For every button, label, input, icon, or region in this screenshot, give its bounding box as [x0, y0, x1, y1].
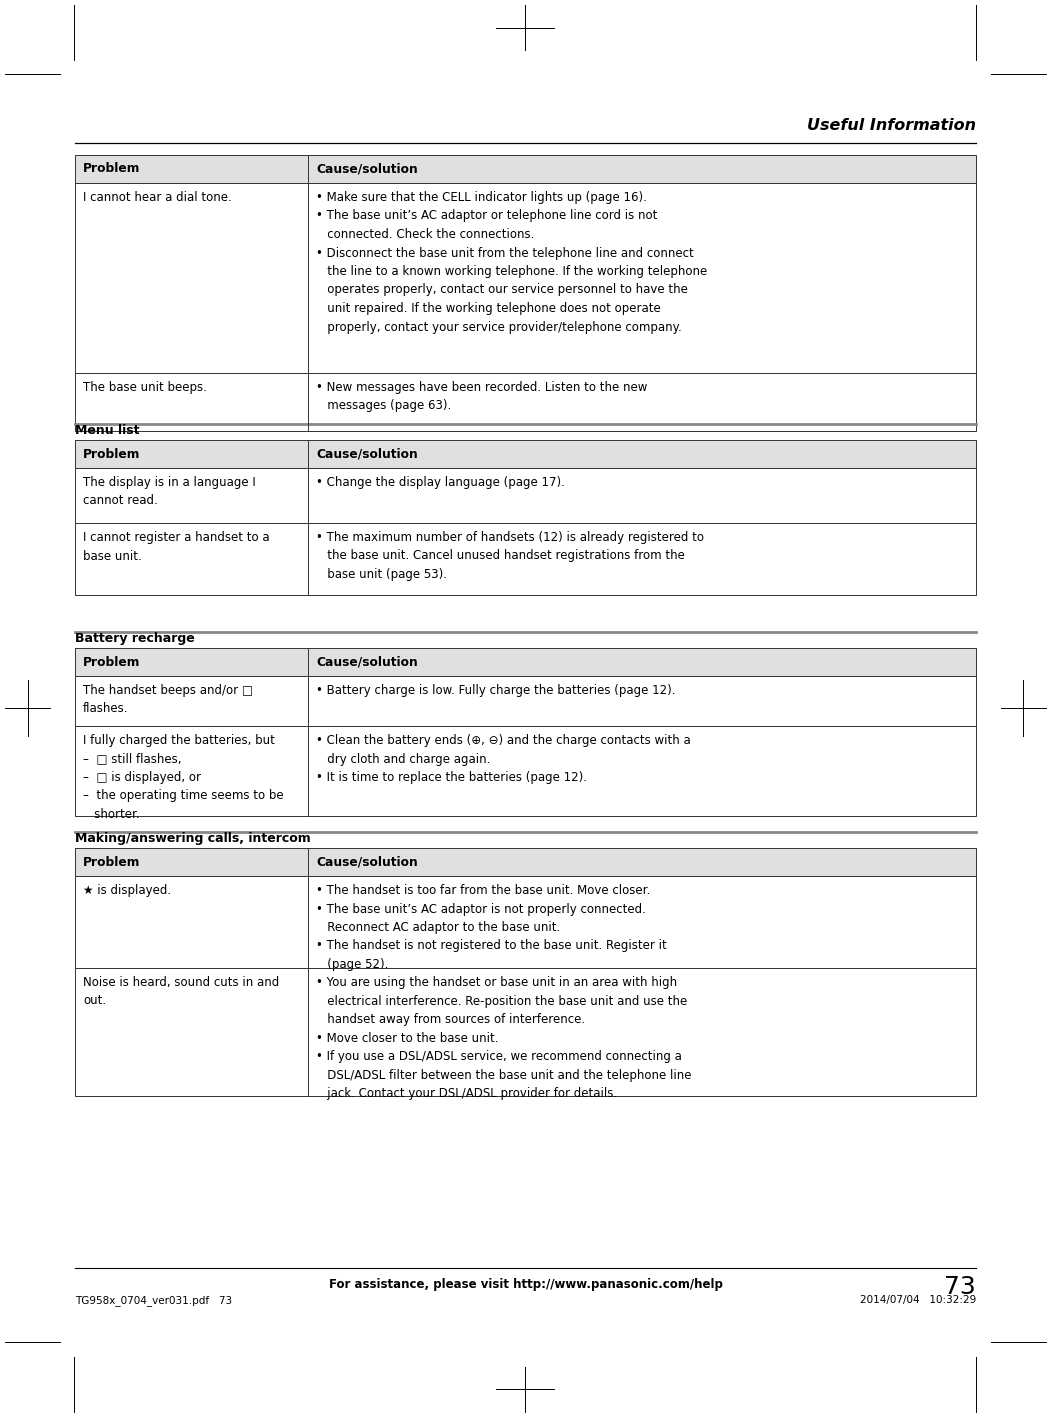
Bar	[75, 726, 976, 816]
Text: For assistance, please visit http://www.panasonic.com/help: For assistance, please visit http://www.…	[329, 1278, 722, 1291]
Text: Cause/solution: Cause/solution	[316, 163, 417, 176]
Text: I cannot hear a dial tone.: I cannot hear a dial tone.	[83, 191, 232, 204]
Text: • Clean the battery ends (⊕, ⊖) and the charge contacts with a
   dry cloth and : • Clean the battery ends (⊕, ⊖) and the …	[316, 734, 691, 784]
Text: • Make sure that the CELL indicator lights up (page 16).
• The base unit’s AC ad: • Make sure that the CELL indicator ligh…	[316, 191, 707, 333]
Text: Problem: Problem	[83, 856, 141, 869]
Bar	[75, 968, 976, 1095]
Text: Cause/solution: Cause/solution	[316, 656, 417, 669]
Text: • The maximum number of handsets (12) is already registered to
   the base unit.: • The maximum number of handsets (12) is…	[316, 531, 704, 581]
Text: Cause/solution: Cause/solution	[316, 448, 417, 461]
Text: Cause/solution: Cause/solution	[316, 856, 417, 869]
Bar	[75, 676, 976, 726]
Text: Problem: Problem	[83, 656, 141, 669]
Text: Noise is heard, sound cuts in and
out.: Noise is heard, sound cuts in and out.	[83, 976, 280, 1007]
Text: 2014/07/04   10:32:29: 2014/07/04 10:32:29	[860, 1295, 976, 1305]
Text: ★ is displayed.: ★ is displayed.	[83, 884, 171, 897]
Text: I fully charged the batteries, but
–  □ still flashes,
–  □ is displayed, or
–  : I fully charged the batteries, but – □ s…	[83, 734, 284, 820]
Text: Useful Information: Useful Information	[807, 118, 976, 133]
Text: • The handset is too far from the base unit. Move closer.
• The base unit’s AC a: • The handset is too far from the base u…	[316, 884, 666, 971]
Text: TG958x_0704_ver031.pdf   73: TG958x_0704_ver031.pdf 73	[75, 1295, 232, 1306]
Text: • Change the display language (page 17).: • Change the display language (page 17).	[316, 476, 564, 489]
Text: • You are using the handset or base unit in an area with high
   electrical inte: • You are using the handset or base unit…	[316, 976, 692, 1100]
Text: • Battery charge is low. Fully charge the batteries (page 12).: • Battery charge is low. Fully charge th…	[316, 684, 676, 697]
Text: • New messages have been recorded. Listen to the new
   messages (page 63).: • New messages have been recorded. Liste…	[316, 381, 647, 412]
Bar	[75, 441, 976, 468]
Bar	[75, 154, 976, 183]
Text: Problem: Problem	[83, 448, 141, 461]
Text: The display is in a language I
cannot read.: The display is in a language I cannot re…	[83, 476, 255, 507]
Text: Menu list: Menu list	[75, 424, 140, 436]
Bar	[75, 183, 976, 373]
Text: The base unit beeps.: The base unit beeps.	[83, 381, 207, 394]
Text: Battery recharge: Battery recharge	[75, 632, 194, 645]
Bar	[75, 523, 976, 595]
Text: Making/answering calls, intercom: Making/answering calls, intercom	[75, 832, 311, 845]
Bar	[75, 847, 976, 876]
Text: I cannot register a handset to a
base unit.: I cannot register a handset to a base un…	[83, 531, 270, 563]
Text: Problem: Problem	[83, 163, 141, 176]
Bar	[75, 373, 976, 431]
Text: 73: 73	[944, 1275, 976, 1299]
Bar	[75, 468, 976, 523]
Bar	[75, 648, 976, 676]
Text: The handset beeps and/or □
flashes.: The handset beeps and/or □ flashes.	[83, 684, 253, 716]
Bar	[75, 876, 976, 968]
